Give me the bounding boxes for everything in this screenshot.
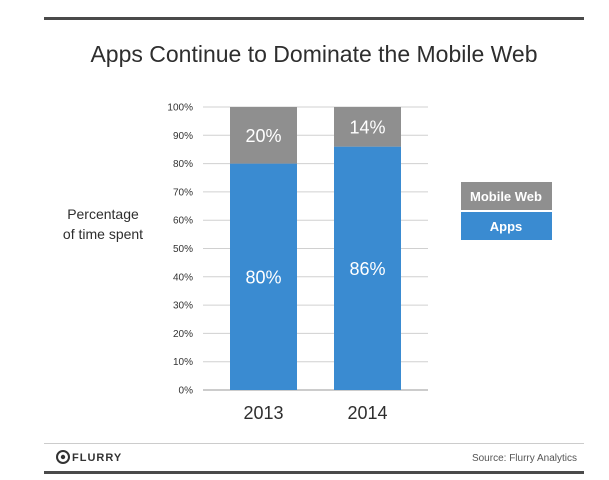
legend-swatch-mobile-web xyxy=(461,182,552,210)
bar-apps-2013 xyxy=(230,163,297,390)
x-tick-labels: 2013 2014 xyxy=(243,403,387,423)
bars: 80% 20% 86% 14% xyxy=(230,107,401,390)
legend-swatch-apps xyxy=(461,212,552,240)
legend: Mobile Web Apps xyxy=(461,182,552,240)
bar-apps-2014 xyxy=(334,146,401,390)
y-tick-labels: 0% 10% 20% 30% 40% 50% 60% 70% 80% 90% 100% xyxy=(167,103,193,397)
data-label-apps-2013: 80% xyxy=(245,267,281,287)
flurry-logo-text: FLURRY xyxy=(72,452,122,464)
y-tick-label: 100% xyxy=(167,103,193,114)
data-label-mobile-web-2014: 14% xyxy=(349,117,385,137)
flurry-logo-icon-core xyxy=(60,454,66,460)
data-label-mobile-web-2013: 20% xyxy=(245,126,281,146)
source-note: Source: Flurry Analytics xyxy=(472,453,577,464)
bottom-rule xyxy=(44,471,584,474)
y-tick-label: 50% xyxy=(173,244,193,255)
x-tick-label: 2013 xyxy=(243,403,283,423)
y-tick-label: 70% xyxy=(173,187,193,198)
y-tick-label: 30% xyxy=(173,301,193,312)
y-tick-label: 40% xyxy=(173,272,193,283)
legend-label-apps: Apps xyxy=(490,219,523,234)
y-tick-label: 0% xyxy=(179,386,194,397)
y-tick-label: 80% xyxy=(173,159,193,170)
x-tick-label: 2014 xyxy=(347,403,387,423)
legend-label-mobile-web: Mobile Web xyxy=(470,189,542,204)
y-tick-label: 20% xyxy=(173,329,193,340)
bar-mobile-web-2014 xyxy=(334,107,401,147)
y-tick-label: 60% xyxy=(173,216,193,227)
y-axis-label-line-1: Percentage xyxy=(67,206,139,222)
y-axis-label-line-2: of time spent xyxy=(63,226,143,242)
top-rule xyxy=(44,17,584,20)
bar-mobile-web-2013 xyxy=(230,107,297,164)
chart-title: Apps Continue to Dominate the Mobile Web xyxy=(90,41,537,67)
flurry-logo: FLURRY xyxy=(56,450,122,464)
footer-divider xyxy=(44,443,584,444)
flurry-logo-icon xyxy=(56,450,70,464)
y-tick-label: 10% xyxy=(173,357,193,368)
data-label-apps-2014: 86% xyxy=(349,259,385,279)
y-tick-label: 90% xyxy=(173,131,193,142)
